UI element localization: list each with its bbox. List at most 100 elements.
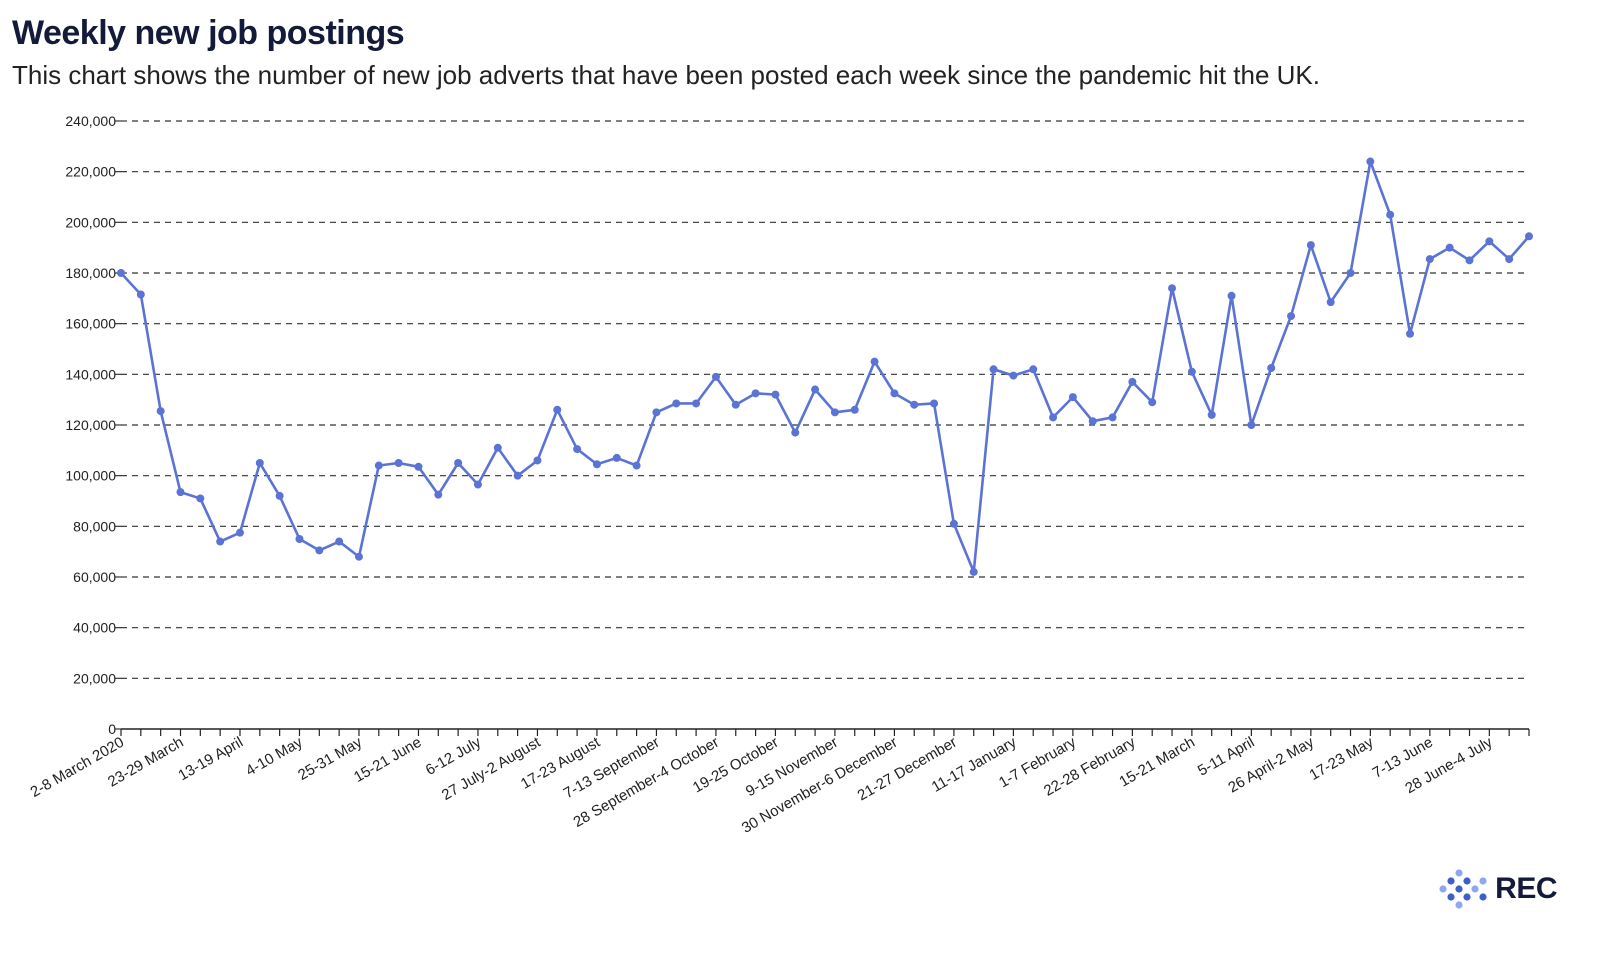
data-point: [771, 390, 780, 399]
data-point: [1326, 298, 1335, 307]
data-point: [1187, 367, 1196, 376]
logo-dot: [1447, 893, 1455, 901]
data-point: [1049, 413, 1058, 422]
logo-dot: [1455, 869, 1463, 877]
y-tick-label: 20,000: [73, 670, 116, 686]
data-point: [632, 461, 641, 470]
data-point: [394, 459, 403, 467]
data-point: [850, 405, 859, 414]
data-point: [136, 290, 145, 299]
y-tick-label: 140,000: [65, 366, 116, 382]
data-point: [1168, 284, 1177, 293]
data-point: [295, 535, 304, 543]
y-tick-label: 120,000: [65, 417, 116, 433]
data-point: [1366, 157, 1375, 166]
data-point: [315, 546, 324, 555]
data-point: [612, 453, 621, 462]
data-point: [1287, 312, 1296, 321]
data-point: [731, 400, 740, 409]
data-point: [1406, 329, 1415, 338]
chart-title: Weekly new job postings: [12, 14, 405, 52]
rec-logo: REC: [1437, 867, 1557, 911]
data-point: [751, 389, 760, 398]
series-job-postings: [117, 157, 1533, 576]
chart-subtitle: This chart shows the number of new job a…: [12, 60, 1320, 90]
logo-dot: [1439, 885, 1447, 893]
x-tick-label: 15-21 June: [351, 734, 425, 786]
data-point: [592, 460, 601, 469]
logo-dot: [1447, 877, 1455, 885]
data-point: [573, 445, 582, 454]
data-point: [830, 408, 839, 417]
y-axis: 0 20,000 40,000 60,000 80,000 100,000 120,000 1…: [65, 113, 121, 737]
data-point: [1346, 269, 1355, 277]
data-point: [533, 456, 542, 465]
y-tick-label: 160,000: [65, 316, 116, 332]
data-point: [493, 443, 502, 452]
data-point: [275, 491, 284, 500]
series-line: [120, 160, 1530, 574]
data-point: [711, 372, 720, 381]
data-point: [414, 462, 423, 471]
data-point: [1485, 237, 1494, 246]
data-point: [354, 552, 363, 561]
data-point: [1029, 365, 1038, 374]
y-tick-label: 100,000: [65, 468, 116, 484]
data-point: [473, 480, 482, 489]
data-point: [335, 537, 344, 546]
data-point: [1306, 241, 1315, 250]
x-tick-label: 2-8 March 2020: [28, 734, 127, 801]
data-point: [1068, 393, 1077, 402]
data-point: [989, 365, 998, 374]
logo-dot: [1471, 885, 1479, 893]
x-tick-label: 13-19 April: [175, 734, 246, 785]
data-point: [910, 400, 919, 409]
data-point: [652, 408, 661, 417]
data-point: [949, 519, 958, 528]
data-point: [1425, 255, 1434, 264]
y-tick-label: 200,000: [65, 214, 116, 230]
data-point: [1505, 255, 1514, 264]
y-tick-label: 80,000: [73, 518, 116, 534]
logo-dot: [1463, 893, 1471, 901]
rec-logo-text: REC: [1495, 872, 1557, 905]
logo-dot: [1479, 877, 1487, 885]
x-tick-label: 27 July-2 August: [439, 733, 544, 804]
rec-logo-icon: [1439, 869, 1487, 909]
data-point: [196, 494, 205, 503]
data-point: [672, 399, 681, 408]
data-point: [156, 407, 165, 416]
data-point: [434, 490, 443, 499]
logo-dot: [1455, 901, 1463, 909]
data-point: [1525, 232, 1533, 241]
data-point: [1445, 243, 1454, 252]
data-point: [1128, 377, 1137, 386]
y-tick-label: 0: [108, 721, 116, 737]
x-tick-label: 21-27 December: [855, 734, 960, 805]
data-point: [235, 528, 244, 537]
data-point: [1108, 413, 1117, 422]
data-point: [1088, 417, 1097, 426]
data-point: [374, 461, 383, 470]
y-tick-label: 40,000: [73, 620, 116, 636]
y-tick-label: 220,000: [65, 164, 116, 180]
logo-dot: [1463, 877, 1471, 885]
data-point: [1227, 291, 1236, 300]
data-point: [1465, 256, 1474, 265]
data-point: [513, 471, 522, 480]
data-point: [553, 405, 562, 414]
y-tick-label: 180,000: [65, 265, 116, 281]
data-point: [255, 459, 264, 467]
data-point: [791, 428, 800, 437]
gridlines: [121, 120, 1529, 679]
data-point: [1009, 371, 1018, 380]
data-point: [969, 567, 978, 576]
logo-dot: [1455, 885, 1463, 893]
data-point: [454, 459, 463, 467]
data-point: [1148, 398, 1157, 407]
data-point: [1267, 364, 1276, 372]
x-tick-label: 17-23 May: [1306, 733, 1376, 783]
data-point: [176, 488, 185, 497]
